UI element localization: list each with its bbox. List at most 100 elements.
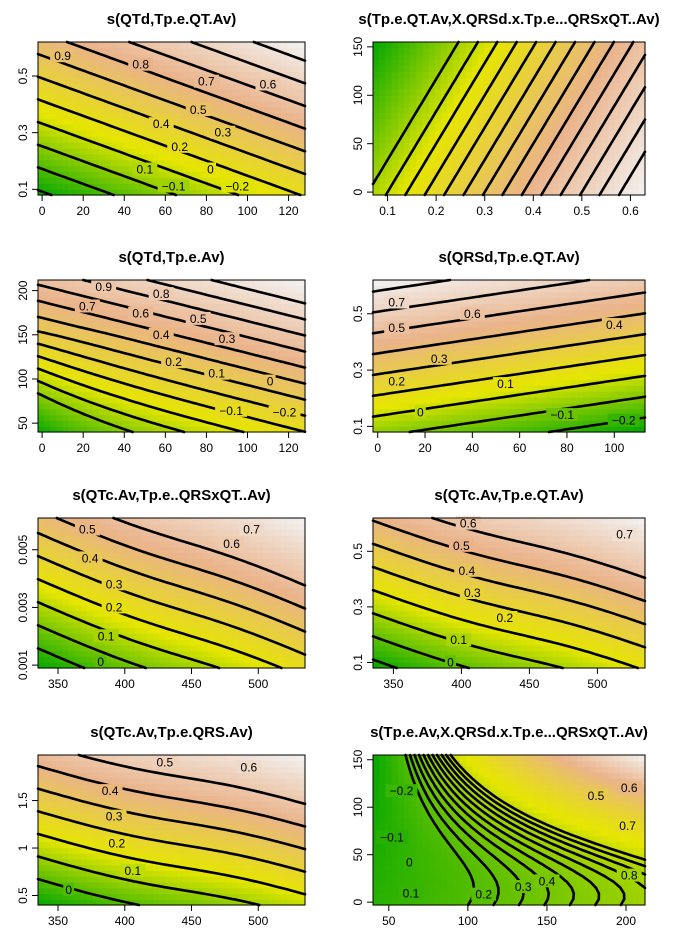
heat-cell <box>141 106 148 114</box>
heat-cell <box>135 297 142 304</box>
heat-cell <box>379 297 386 304</box>
heat-cell <box>397 118 405 125</box>
heat-cell <box>527 332 535 340</box>
heat-cell <box>292 165 300 173</box>
heat-cell <box>226 396 233 404</box>
heat-cell <box>453 332 461 340</box>
heat-cell <box>177 47 185 55</box>
heat-cell <box>147 42 154 49</box>
heat-cell <box>595 177 603 184</box>
heat-cell <box>434 297 442 304</box>
heat-cell <box>441 165 448 173</box>
heat-cell <box>165 385 173 392</box>
heat-cell <box>422 414 430 421</box>
heat-cell <box>171 65 179 73</box>
heat-cell <box>626 53 634 61</box>
heat-cell <box>280 83 288 90</box>
heat-cell <box>373 53 380 61</box>
heat-cell <box>80 639 88 646</box>
heat-cell <box>509 402 516 410</box>
heat-cell <box>552 426 560 433</box>
heat-cell <box>614 165 621 173</box>
heat-cell <box>135 356 142 363</box>
contour-line <box>36 315 307 385</box>
heat-cell <box>129 662 136 669</box>
heat-cell <box>201 136 209 143</box>
heat-cell <box>416 338 424 345</box>
heat-cell <box>521 177 529 184</box>
heat-cell <box>570 47 578 55</box>
heat-cell <box>286 159 294 167</box>
heat-cell <box>153 391 160 398</box>
heat-cell <box>552 124 560 131</box>
heat-cell <box>441 285 448 293</box>
heat-cell <box>62 356 69 363</box>
heat-cell <box>373 59 380 67</box>
heat-cell <box>153 426 160 433</box>
heat-cell <box>595 367 603 375</box>
heat-cell <box>521 367 529 375</box>
heat-cell <box>262 644 270 652</box>
heat-cell <box>280 662 288 669</box>
heat-cell <box>521 297 529 304</box>
heat-cell <box>638 402 646 410</box>
heat-cell <box>207 344 215 351</box>
heat-cell <box>620 65 628 73</box>
heat-cell <box>471 379 479 386</box>
heat-cell <box>589 402 597 410</box>
heat-cell <box>459 106 467 114</box>
heat-cell <box>86 153 94 161</box>
contour-line <box>462 40 557 197</box>
heat-cell <box>50 402 57 410</box>
heat-cell <box>422 367 430 375</box>
heat-cell <box>373 332 380 340</box>
heat-cell <box>478 171 485 178</box>
heat-cell <box>490 297 498 304</box>
heat-cell <box>104 639 112 646</box>
heat-cell <box>110 656 118 663</box>
heat-cell <box>546 159 553 167</box>
heat-cell <box>68 379 76 386</box>
heat-cell <box>116 350 124 357</box>
heat-cell <box>92 136 100 143</box>
heat-cell <box>195 656 203 663</box>
heat-cell <box>122 662 130 669</box>
heat-cell <box>250 47 258 55</box>
heat-cell <box>434 53 442 61</box>
heat-cell <box>410 124 417 131</box>
heat-cell <box>564 338 572 345</box>
heat-cell <box>447 47 454 55</box>
heat-cell <box>280 338 288 345</box>
heat-cell <box>38 280 45 287</box>
heat-cell <box>292 42 300 49</box>
heat-cell <box>104 350 112 357</box>
heat-cell <box>385 315 393 322</box>
heat-cell <box>397 402 405 410</box>
heat-cell <box>583 94 590 102</box>
heat-cell <box>478 59 485 67</box>
heat-cell <box>484 385 492 392</box>
heat-cell <box>379 344 386 351</box>
heat-cell <box>268 338 276 345</box>
heat-cell <box>620 367 628 375</box>
heat-cell <box>98 303 106 310</box>
heat-cell <box>38 350 45 357</box>
heat-cell <box>397 59 405 67</box>
heat-cell <box>207 650 215 658</box>
heat-cell <box>385 408 393 416</box>
heat-cell <box>122 420 130 427</box>
heat-cell <box>490 426 498 433</box>
heat-cell <box>490 320 498 328</box>
heat-cell <box>44 656 51 663</box>
heat-cell <box>274 303 282 310</box>
heat-cell <box>207 326 215 334</box>
heat-cell <box>292 356 300 363</box>
heat-cell <box>80 71 88 78</box>
heat-cell <box>539 118 547 125</box>
heat-cell <box>62 338 69 345</box>
heat-cell <box>226 59 233 67</box>
heat-cell <box>244 118 251 125</box>
heat-cell <box>98 71 106 78</box>
heat-cell <box>552 320 560 328</box>
heat-cell <box>447 367 454 375</box>
